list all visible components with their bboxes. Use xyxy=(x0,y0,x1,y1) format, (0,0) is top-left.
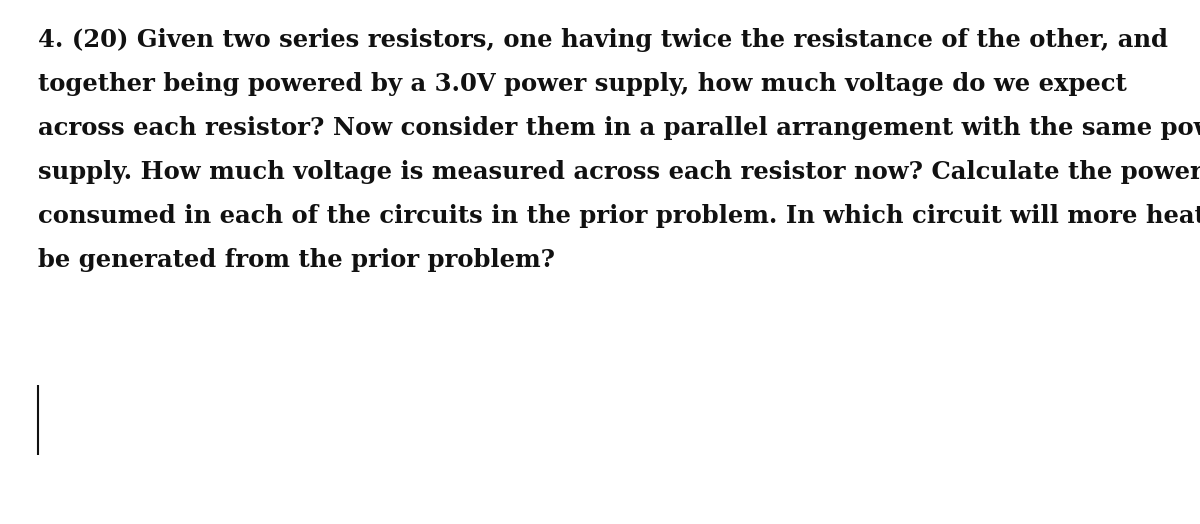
Text: consumed in each of the circuits in the prior problem. In which circuit will mor: consumed in each of the circuits in the … xyxy=(38,204,1200,228)
Text: 4. (20) Given two series resistors, one having twice the resistance of the other: 4. (20) Given two series resistors, one … xyxy=(38,28,1168,52)
Text: supply. How much voltage is measured across each resistor now? Calculate the pow: supply. How much voltage is measured acr… xyxy=(38,160,1200,184)
Text: be generated from the prior problem?: be generated from the prior problem? xyxy=(38,248,554,272)
Text: across each resistor? Now consider them in a parallel arrangement with the same : across each resistor? Now consider them … xyxy=(38,116,1200,140)
Text: together being powered by a 3.0V power supply, how much voltage do we expect: together being powered by a 3.0V power s… xyxy=(38,72,1127,96)
